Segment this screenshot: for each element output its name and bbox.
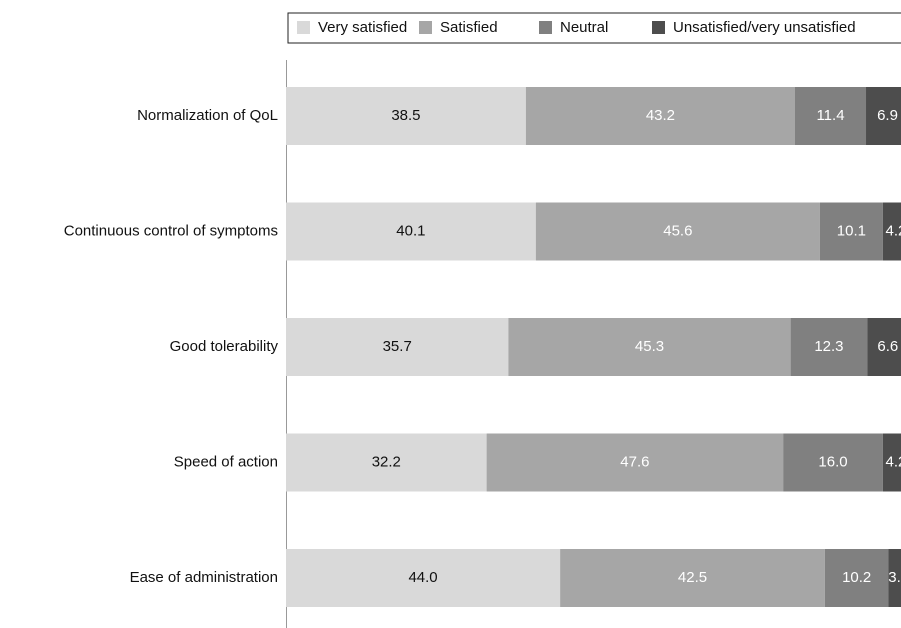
- data-label: 45.3: [635, 338, 664, 355]
- data-label: 6.9: [877, 107, 898, 124]
- legend-label: Satisfied: [440, 19, 498, 36]
- legend-label: Unsatisfied/very unsatisfied: [673, 19, 856, 36]
- category-label: Normalization of QoL: [137, 107, 278, 124]
- bar-segment: [866, 87, 901, 145]
- bar-segment: [508, 318, 791, 376]
- bar-segment: [819, 202, 883, 261]
- bar-segment: [486, 433, 784, 492]
- data-label: 47.6: [620, 453, 649, 470]
- data-label: 11.4: [816, 107, 844, 124]
- data-label: 10.1: [837, 222, 866, 239]
- bar-segment: [867, 318, 901, 376]
- legend-box: [287, 12, 901, 44]
- data-label: 16.0: [818, 453, 847, 470]
- legend-label: Very satisfied: [318, 19, 407, 36]
- data-label: 12.3: [814, 338, 843, 355]
- legend-swatch: [539, 21, 552, 34]
- data-label: 3.3: [888, 569, 901, 586]
- data-label: 10.2: [842, 569, 871, 586]
- bar-segment: [535, 202, 820, 261]
- bar-segment: [286, 433, 487, 492]
- bar-segment: [286, 202, 536, 261]
- data-label: 42.5: [678, 569, 707, 586]
- bar-segment: [790, 318, 868, 376]
- bar-segment: [882, 202, 901, 261]
- category-label: Speed of action: [174, 453, 278, 470]
- legend-swatch: [419, 21, 432, 34]
- data-label: 4.2: [885, 453, 901, 470]
- bar-segment: [794, 87, 867, 145]
- legend-swatch: [652, 21, 665, 34]
- data-label: 44.0: [408, 569, 437, 586]
- legend-swatch: [297, 21, 310, 34]
- category-label: Ease of administration: [130, 569, 278, 586]
- data-label: 38.5: [391, 107, 420, 124]
- data-label: 45.6: [663, 222, 692, 239]
- bar-segment: [888, 549, 901, 607]
- bar-segment: [882, 433, 901, 492]
- data-label: 4.2: [885, 222, 901, 239]
- bar-segment: [286, 87, 526, 145]
- data-label: 40.1: [396, 222, 425, 239]
- bar-segment: [525, 87, 795, 145]
- bar-segment: [286, 318, 509, 376]
- bar-segment: [560, 549, 825, 607]
- data-label: 43.2: [646, 107, 675, 124]
- data-label: 35.7: [383, 338, 412, 355]
- bar-segment: [824, 549, 889, 607]
- data-label: 32.2: [372, 453, 401, 470]
- legend-label: Neutral: [560, 19, 608, 36]
- bar-segment: [783, 433, 883, 492]
- bar-segment: [286, 549, 561, 607]
- category-label: Continuous control of symptoms: [64, 222, 278, 239]
- category-label: Good tolerability: [170, 338, 279, 355]
- data-label: 6.6: [877, 338, 898, 355]
